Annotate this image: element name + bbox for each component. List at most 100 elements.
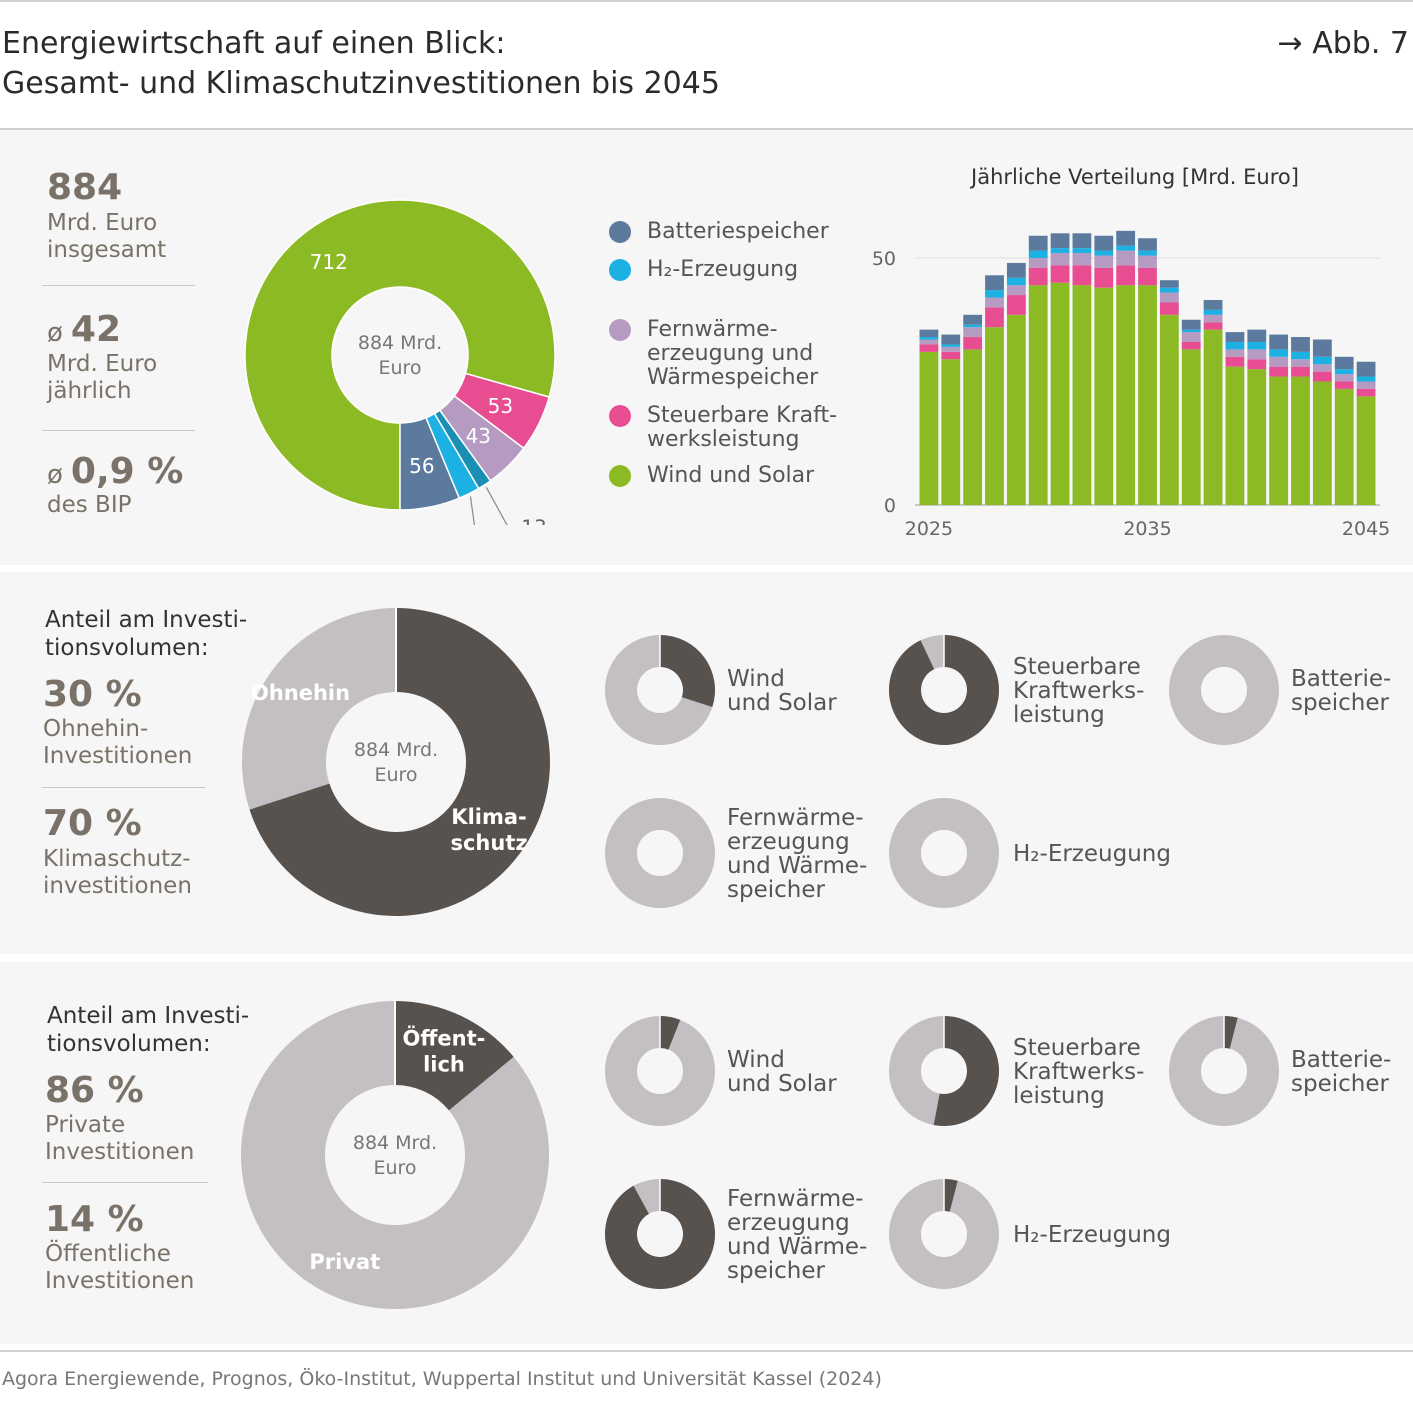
bar-segment-batterie-2028 — [985, 275, 1004, 291]
donut-slice-dark — [395, 1001, 514, 1111]
bar-segment-wind_solar-2039 — [1225, 366, 1245, 505]
bar-segment-fernwaerme-2031 — [1050, 253, 1070, 266]
bar-segment-h2-2031 — [1050, 248, 1070, 254]
stat-annual-label: Mrd. Euro jährlich — [47, 351, 158, 404]
y-tick-label: 0 — [884, 495, 896, 517]
small-donut-share — [1224, 1016, 1238, 1049]
bar-segment-fernwaerme-2032 — [1072, 253, 1092, 266]
bar-segment-h2-2034 — [1116, 245, 1136, 251]
bar-segment-h2-2040 — [1247, 341, 1267, 350]
bar-segment-fernwaerme-2037 — [1181, 332, 1201, 342]
bar-segment-h2-2044 — [1334, 369, 1354, 375]
bar-chart-title: Jährliche Verteilung [Mrd. Euro] — [969, 165, 1299, 189]
x-tick-label: 2045 — [1342, 518, 1390, 540]
legend-label: Steuerbare Kraft- werksleistung — [647, 403, 838, 452]
bar-segment-wind_solar-2040 — [1247, 369, 1267, 505]
small-donut-share — [660, 635, 715, 707]
stat-separator — [42, 787, 205, 788]
small-label-wind-solar: Wind und Solar — [727, 666, 837, 716]
bar-segment-batterie-2029 — [1006, 262, 1026, 278]
small-label-wind-solar: Wind und Solar — [727, 1047, 837, 1097]
bar-segment-fernwaerme-2034 — [1116, 250, 1136, 266]
bar-segment-fernwaerme-2039 — [1225, 349, 1245, 357]
donut-slice-batterie — [399, 416, 461, 511]
bar-segment-h2-2043 — [1312, 356, 1332, 365]
bar-segment-fernwaerme-2042 — [1291, 359, 1310, 367]
bar-segment-batterie-2031 — [1050, 233, 1070, 249]
donut-slice-label-light: Ohnehin — [251, 681, 350, 705]
bar-segment-batterie-2032 — [1072, 233, 1092, 249]
small-donut-kraftwerk — [889, 635, 999, 745]
small-donut-h2 — [889, 798, 999, 908]
small-donut-batterie — [1169, 635, 1279, 745]
bar-segment-fernwaerme-2026 — [941, 346, 961, 352]
bar-segment-fernwaerme-2035 — [1138, 255, 1157, 268]
donut-slice-wind_solar — [244, 199, 556, 511]
bar-segment-batterie-2043 — [1312, 339, 1332, 357]
stat-public-label: Öffentliche Investitionen — [45, 1241, 195, 1294]
small-donut-share — [933, 1016, 999, 1126]
legend-label: H₂-Erzeugung — [647, 257, 799, 282]
legend-item-h2: H₂-Erzeugung — [609, 258, 798, 282]
bar-segment-wind_solar-2034 — [1116, 285, 1136, 505]
donut-slice-label-dark: Öffent-lich — [403, 1025, 486, 1076]
bar-segment-fernwaerme-2027 — [963, 327, 983, 338]
small-donut-batterie — [1169, 1016, 1279, 1126]
bar-segment-wind_solar-2026 — [941, 359, 961, 505]
donut-center-label: 884 Mrd. Euro — [353, 1132, 437, 1179]
bar-segment-h2-2035 — [1138, 250, 1157, 256]
bar-segment-kraftwerk-2034 — [1116, 265, 1136, 286]
stat-klimaschutz-value: 70 % — [43, 803, 142, 844]
legend-item-wind-solar: Wind und Solar — [609, 464, 814, 488]
stat-ohnehin-label: Ohnehin- Investitionen — [43, 716, 193, 769]
stat-separator — [42, 285, 195, 286]
y-tick-label: 50 — [872, 248, 896, 270]
legend-swatch — [609, 465, 631, 487]
small-label-batterie: Batterie- speicher — [1291, 1047, 1392, 1097]
bar-segment-wind_solar-2031 — [1050, 282, 1070, 505]
bar-segment-fernwaerme-2040 — [1247, 349, 1267, 360]
average-symbol: ø — [47, 460, 63, 490]
bar-segment-batterie-2035 — [1138, 238, 1157, 251]
bar-segment-kraftwerk-2038 — [1203, 322, 1223, 330]
bar-segment-fernwaerme-2038 — [1203, 314, 1223, 323]
donut-leader-line — [469, 496, 476, 525]
legend-swatch — [609, 319, 631, 341]
bar-segment-h2-2025 — [919, 337, 939, 340]
stat-total-value: 884 — [47, 167, 123, 208]
small-donut-base — [605, 798, 715, 908]
donut-data-label: 56 — [409, 454, 434, 478]
bar-segment-batterie-2037 — [1181, 319, 1201, 330]
bar-segment-kraftwerk-2026 — [941, 351, 961, 360]
bar-segment-kraftwerk-2029 — [1006, 295, 1026, 315]
small-donut-wind-solar — [605, 1016, 715, 1126]
bar-segment-wind_solar-2036 — [1159, 314, 1179, 505]
bar-segment-batterie-2026 — [941, 334, 961, 345]
bar-segment-kraftwerk-2042 — [1291, 366, 1310, 377]
bar-segment-kraftwerk-2039 — [1225, 356, 1245, 367]
bar-segment-batterie-2030 — [1028, 235, 1048, 251]
bar-segment-wind_solar-2025 — [919, 351, 939, 505]
source-note: Agora Energiewende, Prognos, Öko-Institu… — [2, 1368, 882, 1390]
title-line-1: Energiewirtschaft auf einen Blick: — [2, 26, 506, 61]
legend-item-batterie: Batteriespeicher — [609, 220, 829, 244]
stat-separator — [42, 1182, 208, 1183]
bar-segment-fernwaerme-2025 — [919, 339, 939, 345]
donut-slice-dark — [249, 608, 550, 916]
section3-heading: Anteil am Investi- tionsvolumen: — [47, 1003, 250, 1057]
stat-total: 884 — [47, 168, 122, 208]
bar-segment-h2-2028 — [985, 290, 1004, 298]
bar-segment-wind_solar-2043 — [1312, 381, 1332, 505]
bar-segment-kraftwerk-2036 — [1159, 302, 1179, 315]
bar-segment-kraftwerk-2027 — [963, 337, 983, 350]
bar-segment-batterie-2042 — [1291, 337, 1310, 352]
bar-segment-kraftwerk-2035 — [1138, 267, 1157, 286]
donut-data-label: 13 — [521, 515, 546, 525]
donut-data-label: 53 — [488, 394, 513, 418]
stat-annual-value: 42 — [70, 309, 122, 350]
stat-private-label: Private Investitionen — [45, 1112, 195, 1165]
donut-slice-light — [241, 608, 396, 810]
legend-item-fernwaerme: Fernwärme- erzeugung und Wärmespeicher — [609, 318, 818, 390]
legend-swatch — [609, 405, 631, 427]
small-donut-share — [944, 1179, 958, 1212]
